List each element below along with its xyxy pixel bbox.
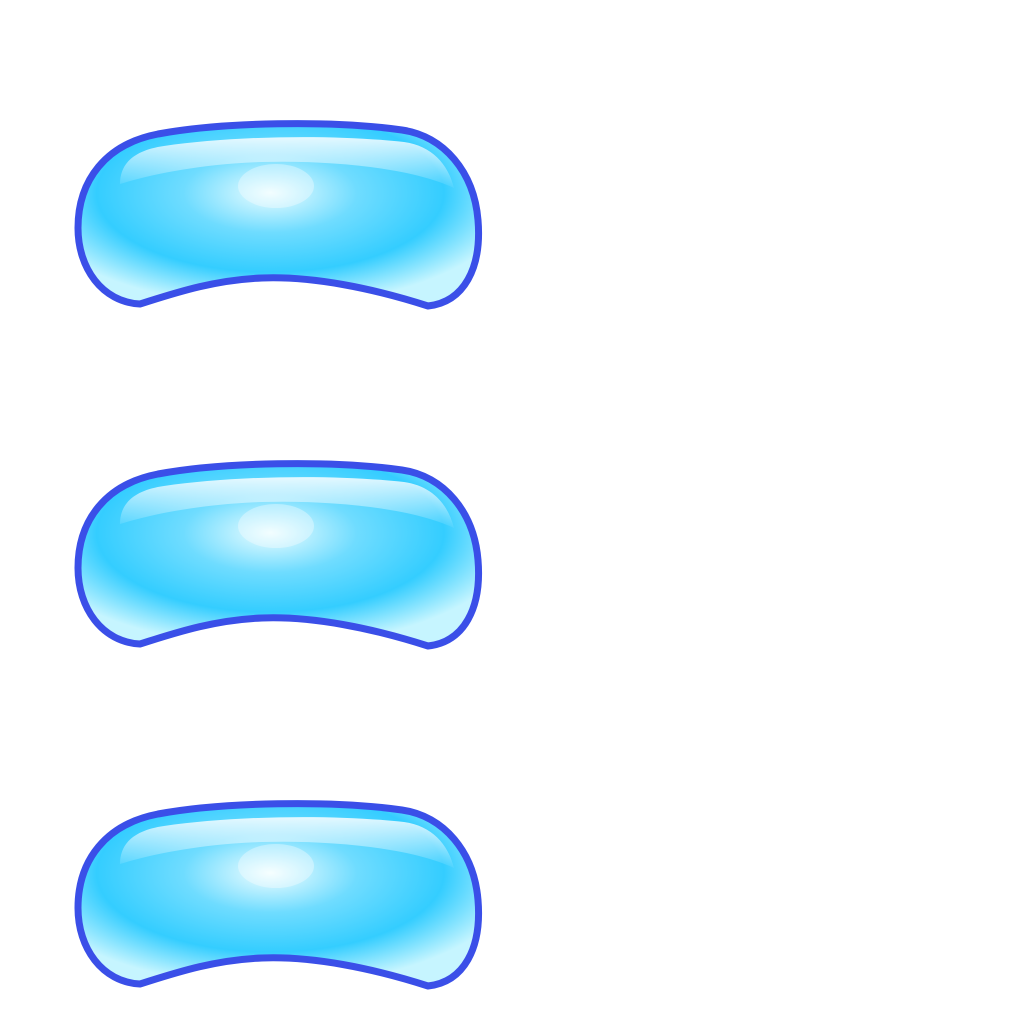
jelly-button-3[interactable]	[72, 798, 484, 994]
jelly-button-shape	[74, 120, 483, 310]
jelly-button-shape	[74, 800, 483, 990]
jelly-button-2[interactable]	[72, 458, 484, 654]
jelly-button-1[interactable]	[72, 118, 484, 314]
jelly-button-shape	[74, 460, 483, 650]
